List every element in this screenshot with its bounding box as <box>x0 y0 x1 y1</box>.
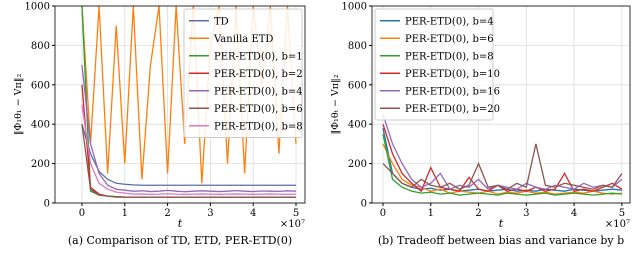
x-tick-label: 5 <box>619 208 625 219</box>
legend-label: PER-ETD(0), b=16 <box>405 86 500 97</box>
y-tick-label: 0 <box>361 199 367 210</box>
caption: (b) Tradeoff between bias and variance b… <box>378 234 624 247</box>
plot-area <box>382 114 623 196</box>
legend-label: Vanilla ETD <box>213 34 273 45</box>
legend-label: PER-ETD(0), b=2 <box>214 69 303 80</box>
x-tick-label: 3 <box>523 208 529 219</box>
axes-frame <box>54 5 306 204</box>
series-line <box>382 133 622 196</box>
x-tick-label: 2 <box>475 208 481 219</box>
caption: (a) Comparison of TD, ETD, PER-ETD(0) <box>68 234 292 247</box>
x-tick-label: 0 <box>79 208 85 219</box>
y-tick-label: 0 <box>44 199 50 210</box>
legend-label: PER-ETD(0), b=10 <box>405 69 500 80</box>
x-tick-label: 2 <box>164 208 170 219</box>
y-tick-label: 400 <box>31 120 50 131</box>
legend-label: PER-ETD(0), b=6 <box>405 34 494 45</box>
series-line <box>382 143 623 190</box>
y-tick-label: 800 <box>348 41 367 52</box>
y-tick-label: 600 <box>348 80 367 91</box>
x-tick-label: 5 <box>293 208 299 219</box>
series-line <box>81 124 297 198</box>
legend: TD Vanilla ETD PER-ETD(0), b=1 PER-ETD(0), … <box>183 8 303 138</box>
x-offset-label: ×10⁷ <box>280 219 305 230</box>
y-tick-label: 200 <box>348 159 367 170</box>
x-tick-label: 3 <box>207 208 213 219</box>
y-tick-label: 1000 <box>25 2 50 13</box>
axes-frame <box>371 5 631 204</box>
legend-label: TD <box>214 16 229 27</box>
y-axis-label: ‖Φ₁θ₁ − Vπ‖₂ <box>13 74 24 136</box>
y-tick-label: 600 <box>31 80 50 91</box>
x-tick-label: 4 <box>571 208 577 219</box>
series-line <box>382 114 623 191</box>
series-line <box>81 65 297 193</box>
y-tick-label: 800 <box>31 41 50 52</box>
plot-area <box>81 6 297 198</box>
legend-label: PER-ETD(0), b=8 <box>405 51 494 62</box>
legend-label: PER-ETD(0), b=4 <box>214 86 303 97</box>
y-tick-label: 400 <box>348 120 367 131</box>
x-axis-label: t <box>178 217 183 230</box>
legend-label: PER-ETD(0), b=6 <box>214 104 303 115</box>
y-axis-label: ‖Φ₁θₜ − Vπ‖₂ <box>330 74 341 134</box>
x-tick-label: 1 <box>428 208 434 219</box>
x-axis-label: t <box>499 217 504 230</box>
x-offset-label: ×10⁷ <box>605 219 630 230</box>
x-tick-label: 0 <box>380 208 386 219</box>
legend-box <box>374 8 494 121</box>
subplot: 0 200 400 600 800 1000 0 1 2 3 4 5×10⁷ t ‖Φ₁θₜ − Vπ‖₂… <box>330 2 631 247</box>
x-tick-label: 4 <box>250 208 256 219</box>
series-line <box>81 124 297 186</box>
legend-box <box>183 8 303 138</box>
y-tick-label: 1000 <box>342 2 367 13</box>
legend-label: PER-ETD(0), b=8 <box>214 121 303 132</box>
subplot: 0 200 400 600 800 1000 0 1 2 3 4 5×10⁷ t ‖Φ₁θ₁ − Vπ‖₂… <box>13 2 306 247</box>
y-tick-label: 200 <box>31 159 50 170</box>
legend-label: PER-ETD(0), b=4 <box>405 16 494 27</box>
legend: PER-ETD(0), b=4 PER-ETD(0), b=6 PER-ETD(0)… <box>374 8 500 121</box>
x-tick-label: 1 <box>122 208 128 219</box>
legend-label: PER-ETD(0), b=1 <box>214 51 303 62</box>
legend-label: PER-ETD(0), b=20 <box>405 104 500 115</box>
series-line <box>81 104 297 195</box>
